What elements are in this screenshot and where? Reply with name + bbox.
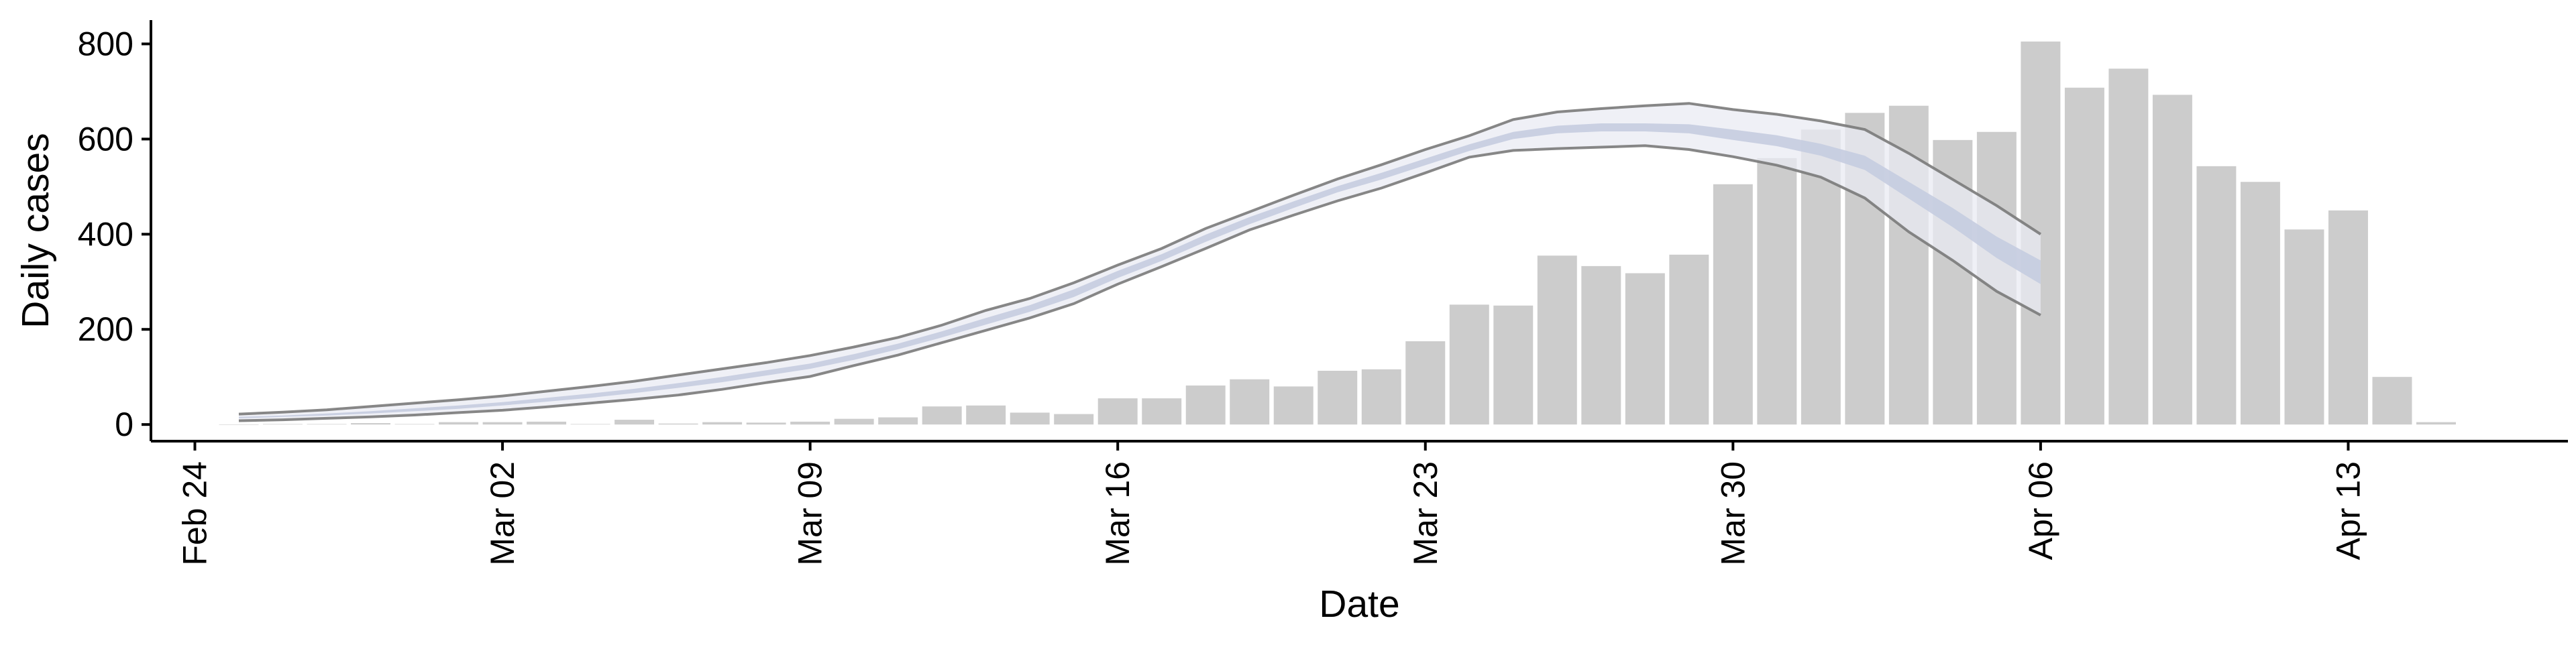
bar-2020-03-30: [1713, 184, 1753, 425]
bar-2020-03-11: [878, 417, 918, 425]
x-tick-label-2020-03-23: Mar 23: [1407, 461, 1444, 566]
bar-2020-03-05: [614, 420, 655, 425]
bar-2020-03-24: [1449, 304, 1489, 425]
x-tick-label-2020-04-13: Apr 13: [2330, 461, 2367, 560]
bar-2020-03-03: [527, 421, 567, 425]
bar-2020-03-28: [1625, 273, 1665, 425]
x-tick-label-2020-02-24: Feb 24: [176, 461, 214, 566]
bar-2020-04-13: [2328, 210, 2368, 425]
x-tick-label-2020-03-30: Mar 30: [1714, 461, 1752, 566]
bar-2020-03-21: [1318, 370, 1358, 425]
axes-layer: 0 200 400 600 800 Feb 24 Mar 02 Mar 09 Mar 16 Mar…: [78, 20, 2568, 566]
bar-2020-04-14: [2372, 377, 2412, 425]
bar-2020-03-17: [1142, 398, 1182, 425]
bar-2020-03-08: [746, 422, 786, 425]
forecast-lower-line: [238, 144, 2041, 422]
y-tick-label-200: 200: [78, 310, 133, 348]
bar-2020-03-15: [1054, 414, 1094, 425]
x-axis-title: Date: [1319, 583, 1399, 626]
y-tick-label-800: 800: [78, 25, 133, 62]
y-axis-title: Daily cases: [14, 133, 57, 328]
forecast-band-layer: [238, 102, 2041, 422]
y-tick-label-0: 0: [115, 406, 133, 443]
bar-2020-03-02: [482, 422, 523, 425]
bar-2020-03-19: [1230, 379, 1270, 425]
bar-2020-03-14: [1010, 412, 1050, 425]
bar-2020-03-10: [834, 418, 874, 425]
forecast-upper-line: [238, 102, 2041, 416]
y-tick-label-600: 600: [78, 120, 133, 158]
bar-2020-03-13: [966, 405, 1006, 425]
bar-2020-02-28: [351, 423, 391, 425]
bar-2020-03-27: [1581, 266, 1621, 425]
bar-2020-04-15: [2416, 422, 2456, 425]
bars-layer: [219, 41, 2456, 425]
bar-2020-03-01: [439, 422, 479, 425]
bar-2020-02-25: [219, 424, 259, 425]
bar-2020-04-10: [2196, 166, 2237, 425]
bar-2020-04-09: [2152, 95, 2192, 425]
bar-2020-03-18: [1185, 385, 1226, 425]
bar-2020-04-07: [2064, 87, 2104, 425]
bar-2020-03-20: [1273, 386, 1313, 425]
bar-2020-03-29: [1669, 254, 1709, 425]
bar-2020-03-26: [1537, 255, 1577, 425]
forecast-outer-band: [239, 103, 2041, 421]
bar-2020-03-16: [1097, 398, 1138, 425]
bar-2020-03-25: [1493, 305, 1534, 425]
bar-2020-03-22: [1361, 369, 1401, 425]
x-tick-label-2020-03-09: Mar 09: [792, 461, 829, 566]
y-tick-label-400: 400: [78, 215, 133, 253]
bar-2020-03-09: [790, 421, 830, 425]
bar-2020-04-11: [2240, 182, 2280, 425]
x-tick-label-2020-03-16: Mar 16: [1099, 461, 1136, 566]
bar-2020-03-31: [1757, 158, 1797, 425]
bar-2020-04-08: [2108, 68, 2149, 425]
x-tick-label-2020-03-02: Mar 02: [484, 461, 521, 566]
bar-2020-04-12: [2284, 229, 2324, 425]
bar-2020-03-07: [702, 422, 743, 425]
x-tick-label-2020-04-06: Apr 06: [2022, 461, 2059, 560]
bar-2020-03-23: [1405, 341, 1446, 425]
bar-2020-03-12: [922, 406, 962, 425]
